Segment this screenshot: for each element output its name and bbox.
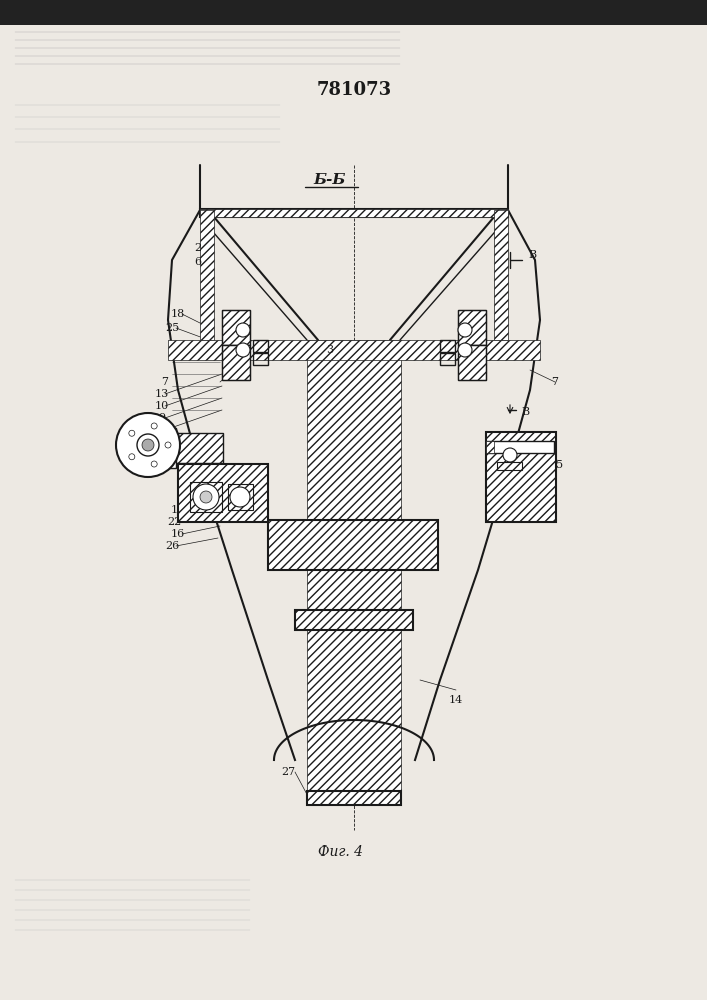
Text: 18: 18 bbox=[171, 309, 185, 319]
Bar bbox=[222, 310, 250, 345]
Circle shape bbox=[129, 454, 135, 460]
Bar bbox=[307, 340, 401, 800]
Text: 8: 8 bbox=[158, 425, 165, 435]
Text: 2: 2 bbox=[194, 243, 201, 253]
Bar bbox=[190, 482, 222, 512]
Text: 26: 26 bbox=[165, 541, 179, 551]
Bar bbox=[222, 310, 250, 345]
Text: 9: 9 bbox=[158, 413, 165, 423]
Circle shape bbox=[230, 487, 250, 507]
Text: 25: 25 bbox=[165, 323, 179, 333]
Circle shape bbox=[137, 434, 159, 456]
Bar bbox=[253, 353, 268, 365]
Bar bbox=[168, 428, 176, 468]
Circle shape bbox=[129, 430, 135, 436]
Text: 22: 22 bbox=[167, 517, 181, 527]
Bar bbox=[458, 310, 486, 345]
Text: 7: 7 bbox=[551, 377, 559, 387]
Bar bbox=[168, 340, 540, 360]
Bar bbox=[458, 345, 486, 380]
Bar bbox=[268, 520, 438, 570]
Bar bbox=[458, 310, 486, 345]
Bar bbox=[307, 791, 401, 805]
Bar bbox=[268, 520, 438, 570]
Text: 5: 5 bbox=[556, 460, 563, 470]
Text: 781073: 781073 bbox=[317, 81, 392, 99]
Text: 6: 6 bbox=[194, 257, 201, 267]
Circle shape bbox=[151, 461, 157, 467]
Text: Фиг. 4: Фиг. 4 bbox=[317, 845, 363, 859]
Text: 3: 3 bbox=[327, 345, 334, 355]
Circle shape bbox=[165, 442, 171, 448]
Circle shape bbox=[503, 448, 517, 462]
Text: 10: 10 bbox=[155, 401, 169, 411]
Bar bbox=[494, 210, 508, 340]
Bar bbox=[200, 210, 214, 340]
Bar bbox=[486, 441, 554, 453]
Bar bbox=[175, 433, 223, 463]
Bar bbox=[178, 464, 268, 522]
Circle shape bbox=[458, 323, 472, 337]
Text: B: B bbox=[528, 250, 536, 260]
Bar bbox=[458, 345, 486, 380]
Text: B: B bbox=[521, 407, 529, 417]
Text: Б-Б: Б-Б bbox=[314, 173, 346, 187]
Text: 13: 13 bbox=[155, 389, 169, 399]
Bar bbox=[307, 791, 401, 805]
Bar bbox=[200, 209, 508, 217]
Text: 27: 27 bbox=[281, 767, 295, 777]
Bar bbox=[253, 340, 268, 352]
Bar bbox=[440, 353, 455, 365]
Bar bbox=[486, 441, 494, 453]
Text: 16: 16 bbox=[171, 529, 185, 539]
Bar bbox=[0, 0, 707, 25]
Bar bbox=[175, 433, 223, 463]
Circle shape bbox=[193, 484, 219, 510]
Bar bbox=[497, 462, 522, 470]
Circle shape bbox=[116, 413, 180, 477]
Bar bbox=[486, 432, 556, 522]
Bar bbox=[440, 340, 455, 352]
Circle shape bbox=[142, 439, 154, 451]
Circle shape bbox=[236, 343, 250, 357]
Text: 17: 17 bbox=[171, 505, 185, 515]
Bar bbox=[295, 610, 413, 630]
Bar bbox=[200, 209, 508, 217]
Bar bbox=[486, 432, 556, 522]
Bar bbox=[228, 484, 253, 510]
Circle shape bbox=[151, 423, 157, 429]
Circle shape bbox=[200, 491, 212, 503]
Circle shape bbox=[236, 323, 250, 337]
Circle shape bbox=[458, 343, 472, 357]
Bar bbox=[222, 345, 250, 380]
Bar bbox=[178, 464, 268, 522]
Bar bbox=[295, 610, 413, 630]
Bar bbox=[222, 345, 250, 380]
Text: 7: 7 bbox=[161, 377, 168, 387]
Text: 14: 14 bbox=[449, 695, 463, 705]
